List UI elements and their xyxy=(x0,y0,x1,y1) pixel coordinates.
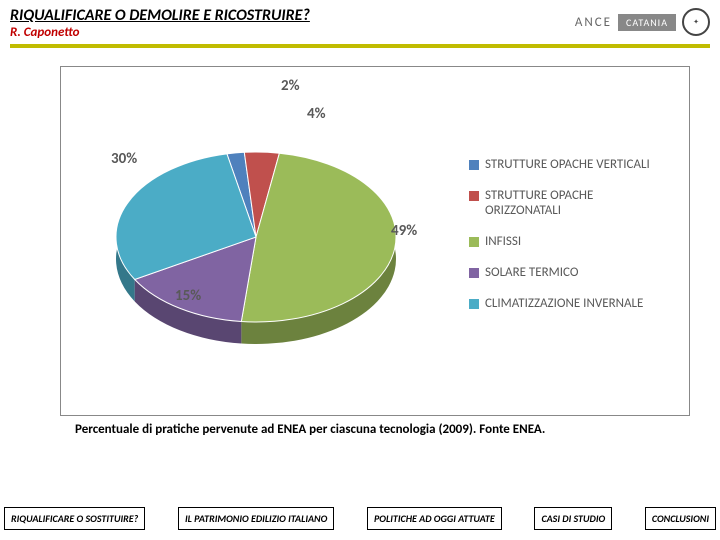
legend-swatch xyxy=(469,268,479,278)
legend-swatch xyxy=(469,299,479,309)
pie-slice-label: 2% xyxy=(281,77,300,95)
legend-label: INFISSI xyxy=(485,234,521,249)
pie-slice-label: 30% xyxy=(111,150,137,168)
legend-label: STRUTTURE OPACHE ORIZZONATALI xyxy=(485,188,669,218)
nav-button[interactable]: IL PATRIMONIO EDILIZIO ITALIANO xyxy=(178,507,334,530)
legend-label: SOLARE TERMICO xyxy=(485,265,578,280)
legend-label: STRUTTURE OPACHE VERTICALI xyxy=(485,157,650,172)
nav-button[interactable]: CONCLUSIONI xyxy=(645,507,716,530)
legend-item: SOLARE TERMICO xyxy=(469,265,669,280)
legend-item: STRUTTURE OPACHE ORIZZONATALI xyxy=(469,188,669,218)
pie-slice-label: 15% xyxy=(175,287,201,305)
header-divider xyxy=(10,44,710,48)
legend-item: CLIMATIZZAZIONE INVERNALE xyxy=(469,296,669,311)
legend-item: STRUTTURE OPACHE VERTICALI xyxy=(469,157,669,172)
logo-block: ANCE CATANIA ✦ xyxy=(575,8,710,36)
seal-icon: ✦ xyxy=(682,8,710,36)
ance-logo: ANCE xyxy=(575,15,612,30)
chart-legend: STRUTTURE OPACHE VERTICALI STRUTTURE OPAC… xyxy=(469,157,669,327)
pie-chart xyxy=(91,102,421,372)
chart-caption: Percentuale di pratiche pervenute ad ENE… xyxy=(75,422,720,437)
legend-swatch xyxy=(469,191,479,201)
pie-slice-label: 4% xyxy=(307,105,326,123)
legend-label: CLIMATIZZAZIONE INVERNALE xyxy=(485,296,643,311)
legend-item: INFISSI xyxy=(469,234,669,249)
nav-button[interactable]: RIQUALIFICARE O SOSTITUIRE? xyxy=(4,507,145,530)
nav-button[interactable]: POLITICHE AD OGGI ATTUATE xyxy=(367,507,502,530)
nav-bar: RIQUALIFICARE O SOSTITUIRE? IL PATRIMONIO… xyxy=(0,507,720,530)
legend-swatch xyxy=(469,237,479,247)
pie-slice-label: 49% xyxy=(391,222,417,240)
catania-logo: CATANIA xyxy=(618,14,676,31)
pie-chart-area: 2% 4% 49% 15% 30% STRUTTURE OPACHE VERTICALI… xyxy=(60,66,690,416)
legend-swatch xyxy=(469,160,479,170)
nav-button[interactable]: CASI DI STUDIO xyxy=(534,507,612,530)
